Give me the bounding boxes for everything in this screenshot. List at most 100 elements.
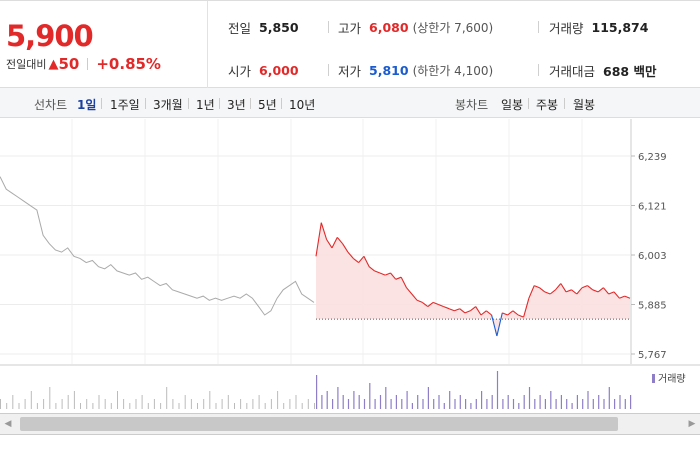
volume-bar xyxy=(307,399,309,411)
scroll-right-arrow-icon[interactable]: ▶ xyxy=(688,419,696,429)
prev-close-stat: 전일 5,850 xyxy=(228,18,299,37)
volume-bar xyxy=(234,403,235,411)
volume-bar xyxy=(592,399,594,411)
today-line-segment xyxy=(352,257,359,264)
volume-bar xyxy=(258,395,260,411)
today-line-segment xyxy=(480,310,487,316)
divider xyxy=(328,21,329,33)
volume-value: 115,874 xyxy=(591,20,649,35)
volume-bar xyxy=(6,403,8,411)
high-stat: 고가 6,080 (상한가 7,600) xyxy=(338,18,493,37)
today-line-segment xyxy=(619,295,625,299)
volume-bar xyxy=(221,399,223,411)
open-label: 시가 xyxy=(228,64,252,79)
price-summary: 5,900 전일대비 ▲ 50 +0.85% 전일 5,850 고가 6,080… xyxy=(0,0,700,88)
volume-bar xyxy=(270,399,272,411)
volume-bar xyxy=(321,395,323,411)
volume-bar xyxy=(353,391,355,411)
high-value: 6,080 xyxy=(369,20,409,35)
volume-bar xyxy=(523,395,525,411)
change-percent: +0.85% xyxy=(96,55,161,73)
today-line-segment xyxy=(539,287,546,293)
volume-bar xyxy=(117,391,118,411)
scroll-thumb[interactable] xyxy=(20,417,618,431)
volume-bar xyxy=(374,399,376,411)
today-line-segment xyxy=(523,298,530,318)
volume-bar xyxy=(215,403,217,411)
period-3m-button[interactable]: 3개월 xyxy=(153,98,183,112)
scroll-left-arrow-icon[interactable]: ◀ xyxy=(4,419,12,429)
change-value: 50 xyxy=(58,55,80,73)
today-line-segment xyxy=(576,287,583,295)
volume-bar xyxy=(178,403,180,411)
volume-bar xyxy=(465,399,467,411)
today-line-segment xyxy=(560,283,567,293)
volume-bar xyxy=(49,387,51,411)
today-line-segment xyxy=(400,276,407,288)
weekly-candle-button[interactable]: 주봉 xyxy=(536,98,559,112)
amount-stat: 거래대금 688 백만 xyxy=(549,61,656,80)
divider xyxy=(250,98,251,109)
today-line-segment xyxy=(427,301,434,308)
volume-bar xyxy=(240,399,242,411)
volume-bar xyxy=(337,387,339,411)
volume-bar xyxy=(443,403,445,411)
daily-candle-button[interactable]: 일봉 xyxy=(501,98,524,112)
volume-bar xyxy=(246,403,248,411)
today-line-segment xyxy=(464,310,471,314)
upper-limit: (상한가 7,600) xyxy=(412,21,494,35)
chart-scrollbar[interactable]: ◀ ▶ xyxy=(0,413,700,435)
volume-bar xyxy=(135,399,137,411)
volume-bar xyxy=(539,395,541,411)
volume-bar xyxy=(61,399,63,411)
current-price: 5,900 xyxy=(6,19,94,53)
today-line-segment xyxy=(443,306,450,310)
today-line-segment xyxy=(597,287,604,293)
volume-bar xyxy=(160,403,162,411)
today-line-segment xyxy=(608,291,615,295)
volume-bar xyxy=(110,403,112,411)
volume-bar xyxy=(0,399,1,411)
volume-bar xyxy=(314,403,315,411)
period-1w-button[interactable]: 1주일 xyxy=(110,98,140,112)
monthly-candle-button[interactable]: 월봉 xyxy=(573,98,596,112)
today-line-segment xyxy=(416,299,423,303)
today-line-segment xyxy=(384,272,391,276)
volume-bar xyxy=(326,391,328,411)
volume-bar xyxy=(475,399,477,411)
volume-bar xyxy=(449,391,451,411)
today-line-segment xyxy=(454,308,460,312)
volume-bar xyxy=(342,395,344,411)
intraday-chart: 6,239 6,121 6,003 5,885 5,767 거래량 xyxy=(0,119,700,413)
volume-bar xyxy=(252,399,254,411)
period-1y-button[interactable]: 1년 xyxy=(196,98,215,112)
volume-bar xyxy=(104,399,106,411)
volume-bar xyxy=(80,403,81,411)
volume-bar xyxy=(566,399,568,411)
divider xyxy=(101,98,102,109)
divider xyxy=(564,98,565,109)
today-line-segment xyxy=(347,251,354,259)
period-3y-button[interactable]: 3년 xyxy=(227,98,246,112)
open-stat: 시가 6,000 xyxy=(228,61,299,80)
volume-bar xyxy=(277,391,279,411)
volume-bar xyxy=(534,399,536,411)
volume-stat: 거래량 115,874 xyxy=(549,18,648,37)
period-5y-button[interactable]: 5년 xyxy=(258,98,277,112)
volume-bar xyxy=(427,387,429,411)
volume-bar xyxy=(36,403,38,411)
today-line-segment xyxy=(565,289,572,293)
period-1d-button[interactable]: 1일 xyxy=(77,98,97,112)
period-10y-button[interactable]: 10년 xyxy=(289,98,316,112)
volume-bar xyxy=(30,391,32,411)
volume-bar xyxy=(227,395,229,411)
high-label: 고가 xyxy=(338,21,362,36)
volume-bar xyxy=(518,403,520,411)
volume-bar xyxy=(18,403,20,411)
volume-bar xyxy=(459,395,461,411)
volume-bar xyxy=(172,399,174,411)
today-line-segment xyxy=(533,285,540,289)
today-line-segment xyxy=(496,312,503,337)
volume-bar xyxy=(98,395,100,411)
today-line-segment xyxy=(422,301,429,308)
